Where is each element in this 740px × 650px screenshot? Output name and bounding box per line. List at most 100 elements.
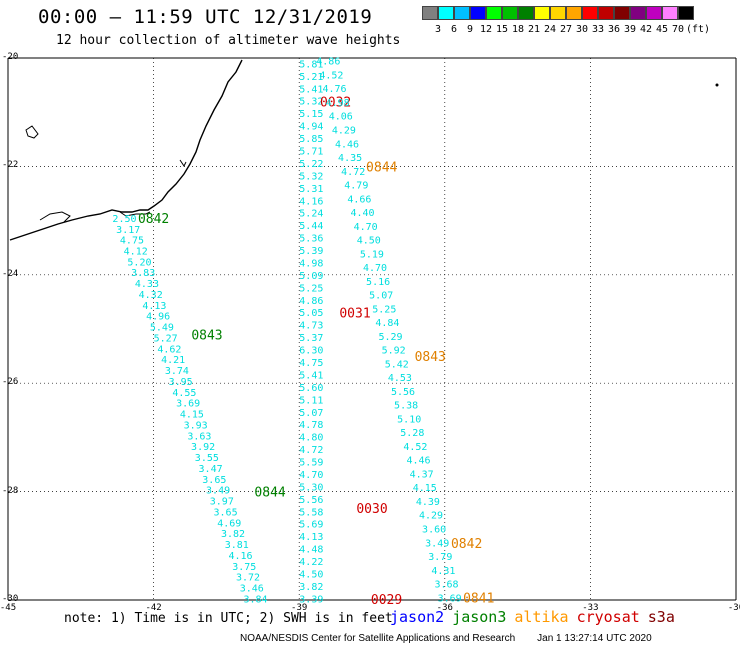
swh-value: 4.29: [332, 126, 356, 137]
swh-value: 4.40: [350, 208, 374, 219]
swh-value: 5.29: [378, 332, 402, 343]
swh-value: 4.70: [299, 470, 323, 481]
scale-label: 42: [639, 24, 653, 35]
swh-value: 4.84: [375, 318, 399, 329]
swh-value: 3.46: [240, 584, 264, 595]
scale-label: 45: [655, 24, 669, 35]
swh-value: 4.72: [299, 445, 323, 456]
swh-value: 5.38: [394, 401, 418, 412]
swh-value: 5.69: [299, 520, 323, 531]
swh-value: 5.21: [299, 72, 323, 83]
swh-value: 4.55: [172, 388, 196, 399]
map-subtitle: 12 hour collection of altimeter wave hei…: [56, 33, 401, 48]
swh-value: 4.98: [326, 98, 350, 109]
scale-label: 3: [434, 24, 442, 35]
swh-value: 5.31: [299, 184, 323, 195]
swh-value: 5.41: [299, 370, 323, 381]
swh-value: 5.07: [299, 408, 323, 419]
scale-swatch: [454, 6, 470, 20]
longitude-label: -42: [145, 603, 162, 613]
coast-bay-detail: [119, 211, 151, 217]
latitude-label: -30: [2, 594, 19, 604]
graticule: [8, 58, 736, 600]
swh-value: 4.16: [228, 551, 252, 562]
swh-value: 4.15: [180, 410, 204, 421]
swh-value: 6.30: [299, 346, 323, 357]
swh-value: 5.42: [385, 359, 409, 370]
swh-value: 4.76: [322, 84, 346, 95]
scale-swatch: [486, 6, 502, 20]
swh-value: 5.25: [372, 304, 396, 315]
swh-value: 5.36: [299, 234, 323, 245]
swh-value: 4.72: [341, 167, 365, 178]
swh-value: 5.39: [299, 246, 323, 257]
swh-value: 3.65: [202, 475, 226, 486]
swh-value: 3.84: [243, 594, 267, 605]
swh-value: 5.20: [127, 257, 151, 268]
swh-value: 4.13: [142, 301, 166, 312]
swh-value: 3.79: [428, 552, 452, 563]
scale-swatch: [598, 6, 614, 20]
swh-value: 4.52: [403, 442, 427, 453]
swh-value: 5.60: [299, 383, 323, 394]
swh-value: 5.09: [299, 271, 323, 282]
pass-time-label: 0031: [339, 307, 370, 322]
swh-value: 3.74: [165, 366, 189, 377]
scale-label: 39: [623, 24, 637, 35]
scale-label: 21: [527, 24, 541, 35]
swh-value: 4.12: [124, 247, 148, 258]
swh-value: 5.92: [382, 346, 406, 357]
scale-swatch: [646, 6, 662, 20]
swh-value: 4.53: [388, 373, 412, 384]
swh-value: 3.72: [236, 573, 260, 584]
latitude-label: -24: [2, 268, 19, 279]
legend-s3a: s3a: [647, 608, 675, 626]
swh-value: 3.47: [199, 464, 223, 475]
swh-value: 4.37: [410, 469, 434, 480]
swh-value: 4.78: [299, 420, 323, 431]
swh-value: 5.15: [299, 109, 323, 120]
swh-value: 4.06: [329, 112, 353, 123]
swh-value: 3.93: [184, 420, 208, 431]
latitude-label: -28: [2, 485, 19, 496]
swh-value: 5.16: [366, 277, 390, 288]
track-jason3: 2.503.174.754.125.203.834.334.324.134.96…: [112, 212, 285, 605]
swh-value: 4.50: [299, 569, 323, 580]
scale-label: 27: [559, 24, 573, 35]
swh-value: 4.70: [363, 263, 387, 274]
pass-time-label: 0029: [371, 593, 402, 608]
swh-value: 4.94: [299, 122, 323, 133]
longitude-label: -45: [0, 603, 17, 613]
swh-value: 3.49: [206, 486, 230, 497]
swh-value: 4.66: [347, 194, 371, 205]
swh-value: 3.75: [232, 562, 256, 573]
pass-time-label: 0030: [356, 502, 387, 517]
swh-value: 4.21: [161, 355, 185, 366]
swh-value: 3.55: [195, 453, 219, 464]
scale-swatch: [630, 6, 646, 20]
scale-label: 18: [511, 24, 525, 35]
pass-time-label: 0842: [138, 212, 169, 227]
legend-altika: altika: [514, 608, 569, 626]
swh-value: 4.70: [354, 222, 378, 233]
swh-value: 4.80: [299, 433, 323, 444]
scale-swatch: [518, 6, 534, 20]
scale-swatch: [662, 6, 678, 20]
swh-value: 3.49: [425, 538, 449, 549]
coastline-brazil: [9, 59, 243, 241]
swh-value: 3.92: [191, 442, 215, 453]
swh-value: 4.13: [299, 532, 323, 543]
swh-value: 4.31: [431, 566, 455, 577]
footer-note: note: 1) Time is in UTC; 2) SWH is in fe…: [64, 611, 393, 626]
swh-value: 5.07: [369, 291, 393, 302]
swh-value: 4.22: [299, 557, 323, 568]
swh-value: 5.71: [299, 147, 323, 158]
scale-swatch: [582, 6, 598, 20]
scale-label: 24: [543, 24, 557, 35]
swh-value: 4.98: [299, 258, 323, 269]
coast-river: [179, 159, 187, 167]
swh-value: 5.28: [400, 428, 424, 439]
credit-text: NOAA/NESDIS Center for Satellite Applica…: [240, 633, 516, 644]
swh-value: 4.46: [406, 456, 430, 467]
